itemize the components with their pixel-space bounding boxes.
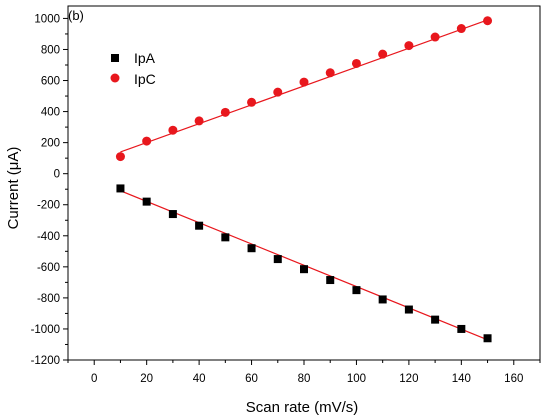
point-ipa <box>404 305 413 314</box>
y-tick-label: 400 <box>41 107 60 119</box>
point-ipa <box>300 265 308 274</box>
point-ipa <box>431 315 440 324</box>
y-tick-label: -400 <box>37 231 60 243</box>
x-tick-label: 80 <box>298 373 311 385</box>
point-ipa <box>195 221 204 230</box>
point-ipc <box>115 152 125 162</box>
x-tick-label: 140 <box>452 373 471 385</box>
legend: IpA IpC <box>110 50 156 87</box>
point-ipc <box>168 125 178 135</box>
point-ipc <box>247 97 257 107</box>
point-ipc <box>404 41 414 51</box>
point-ipa <box>378 295 387 304</box>
y-tick-label: -1000 <box>31 324 60 336</box>
x-tick-label: 20 <box>140 373 153 385</box>
y-axis: -1200 -1000 -800 -600 -400 -200 0 200 400 600 800 1… <box>31 13 68 367</box>
y-tick-label: -200 <box>37 200 60 212</box>
point-ipa <box>352 286 361 295</box>
y-tick-label: -1200 <box>31 355 60 367</box>
legend-label-ipc: IpC <box>134 71 156 87</box>
y-tick-label: 800 <box>41 44 60 56</box>
x-tick-label: 160 <box>504 373 523 385</box>
point-ipc <box>325 68 335 78</box>
point-ipc <box>351 58 361 68</box>
legend-label-ipa: IpA <box>134 50 156 66</box>
y-tick-label: 0 <box>54 169 60 181</box>
point-ipa <box>273 255 282 264</box>
point-ipc <box>220 107 230 117</box>
point-ipc <box>142 136 152 146</box>
fit-lines <box>120 19 488 341</box>
x-tick-label: 60 <box>245 373 258 385</box>
x-tick-label: 120 <box>399 373 418 385</box>
x-tick-label: 100 <box>347 373 366 385</box>
point-ipc <box>273 87 283 97</box>
point-ipa <box>116 184 125 193</box>
legend-marker-ipc <box>110 73 120 83</box>
point-ipa <box>168 210 177 219</box>
point-ipa <box>483 334 492 343</box>
x-axis-label: Scan rate (mV/s) <box>246 399 359 416</box>
x-tick-label: 40 <box>193 373 206 385</box>
point-ipc <box>194 116 204 126</box>
y-tick-label: -800 <box>37 293 60 305</box>
x-axis: 0 20 40 60 80 100 120 140 160 <box>67 360 541 385</box>
x-tick-label: 0 <box>91 373 97 385</box>
point-ipa <box>457 324 466 333</box>
point-ipa <box>221 233 230 242</box>
point-ipc <box>378 49 388 59</box>
panel-label: (b) <box>68 8 84 23</box>
point-ipc <box>299 77 309 87</box>
point-ipc <box>430 32 440 42</box>
y-tick-label: -600 <box>37 262 60 274</box>
point-ipa <box>326 276 335 285</box>
data-points <box>115 16 493 343</box>
point-ipa <box>247 244 256 253</box>
y-axis-label: Current (μA) <box>5 147 22 230</box>
y-tick-label: 200 <box>41 138 60 150</box>
y-tick-label: 600 <box>41 76 60 88</box>
legend-marker-ipa <box>111 54 119 62</box>
point-ipa <box>142 197 151 206</box>
point-ipc <box>483 16 493 26</box>
point-ipc <box>456 24 466 34</box>
y-tick-label: 1000 <box>34 13 60 25</box>
